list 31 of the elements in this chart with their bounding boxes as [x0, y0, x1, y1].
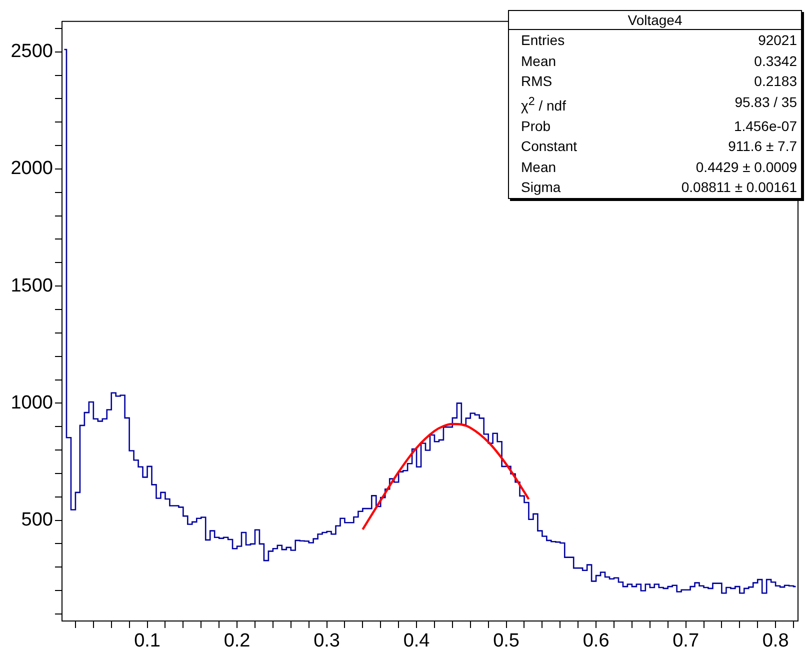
annotation: Mean — [521, 52, 556, 70]
x-tick-label: 0.8 — [762, 630, 789, 652]
annotation: Entries — [521, 31, 565, 50]
annotation: 0.4429 ± 0.0009 — [696, 158, 797, 176]
x-tick-label: 0.2 — [224, 630, 250, 652]
annotation: 911.6 ± 7.7 — [728, 137, 797, 156]
annotation: Constant — [521, 137, 578, 156]
annotation: 0.2183 — [754, 72, 797, 90]
y-tick-label: 1500 — [10, 275, 53, 296]
annotation: Mean — [521, 158, 556, 176]
annotation: χ$^{2}$ / ndf — [521, 94, 566, 115]
x-tick-label: 0.5 — [493, 630, 520, 652]
annotation: 1.456e-07 — [734, 116, 797, 136]
x-tick-label: 0.1 — [134, 630, 160, 652]
annotation: RMS — [521, 72, 552, 90]
x-tick-label: 0.3 — [314, 630, 340, 652]
annotation: 95.83 / 35 — [734, 92, 797, 112]
x-tick-label: 0.7 — [672, 630, 700, 652]
line-series — [362, 422, 530, 531]
y-tick-label: 2500 — [10, 41, 53, 62]
annotation: Prob — [521, 116, 551, 136]
x-tick-label: 0.4 — [403, 630, 430, 652]
annotation: 0.3342 — [754, 52, 797, 70]
annotation: Voltage4 — [509, 11, 801, 30]
y-tick-label: 2000 — [10, 158, 53, 180]
y-tick-label: 1000 — [10, 392, 53, 414]
annotation: 92021 — [758, 31, 797, 50]
y-tick-label: 500 — [21, 510, 53, 531]
x-tick-label: 0.6 — [582, 630, 610, 652]
annotation: 0.08811 ± 0.00161 — [681, 178, 797, 197]
annotation: Sigma — [521, 178, 561, 197]
